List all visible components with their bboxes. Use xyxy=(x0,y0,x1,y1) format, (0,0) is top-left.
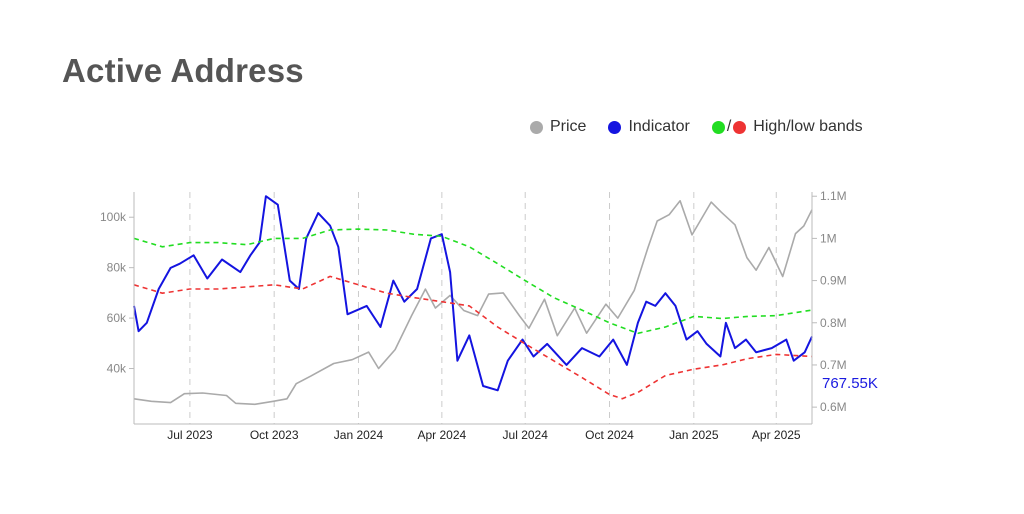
legend-item-price[interactable]: Price xyxy=(530,118,586,136)
x-tick-label: Apr 2025 xyxy=(752,428,801,442)
y-left-tick-label: 40k xyxy=(107,362,127,376)
x-tick-label: Jul 2023 xyxy=(167,428,213,442)
legend-item-bands[interactable]: / High/low bands xyxy=(711,118,863,136)
indicator-legend-dot-icon xyxy=(608,120,622,134)
legend-label-indicator: Indicator xyxy=(628,118,690,135)
page-title: Active Address xyxy=(62,52,304,89)
high-band-legend-dot-icon xyxy=(711,120,725,134)
low-band-legend-dot-icon xyxy=(733,120,747,134)
y-left-tick-label: 60k xyxy=(107,311,127,325)
x-tick-label: Oct 2024 xyxy=(585,428,634,442)
legend-label-bands: High/low bands xyxy=(753,118,863,135)
y-right-tick-label: 0.9M xyxy=(820,274,847,288)
current-value-label: 767.55K xyxy=(822,375,878,392)
chart-legend: Price Indicator / High/low bands xyxy=(530,118,885,136)
y-right-tick-label: 0.6M xyxy=(820,400,847,414)
x-tick-label: Apr 2024 xyxy=(417,428,466,442)
y-left-tick-label: 100k xyxy=(100,210,127,224)
series-layer xyxy=(133,195,813,406)
y-right-tick-label: 1.1M xyxy=(820,189,847,203)
legend-separator: / xyxy=(726,118,732,135)
price-legend-dot-icon xyxy=(530,120,543,134)
x-tick-label: Jan 2024 xyxy=(334,428,384,442)
legend-item-indicator[interactable]: Indicator xyxy=(608,118,690,136)
y-left-tick-label: 80k xyxy=(107,261,127,275)
series-line-low-band[interactable] xyxy=(133,275,813,400)
y-right-tick-label: 1M xyxy=(820,231,837,245)
x-tick-label: Jan 2025 xyxy=(669,428,719,442)
y-right-tick-label: 0.8M xyxy=(820,316,847,330)
grid-layer xyxy=(189,192,777,424)
axis-layer: Jul 2023 Oct 2023 Jan 2024 Apr 2024 Jul 2024… xyxy=(100,189,847,442)
x-tick-label: Jul 2024 xyxy=(503,428,549,442)
series-line-price[interactable] xyxy=(133,200,813,406)
x-tick-label: Oct 2023 xyxy=(250,428,299,442)
series-line-high-band[interactable] xyxy=(133,228,813,335)
series-line-indicator[interactable] xyxy=(133,195,813,392)
y-right-tick-label: 0.7M xyxy=(820,358,847,372)
legend-label-price: Price xyxy=(550,118,587,135)
